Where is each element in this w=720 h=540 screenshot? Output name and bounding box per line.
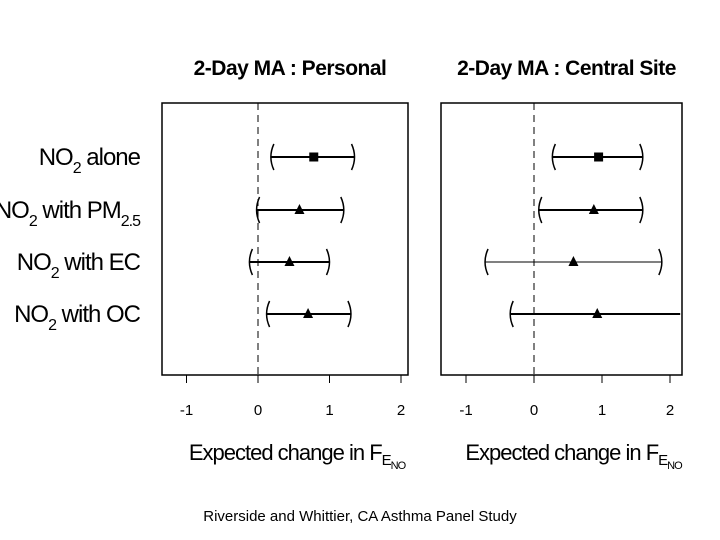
- row-label-main: NO: [39, 144, 73, 171]
- row-label-subscript: 2: [51, 265, 60, 282]
- x-tick-label: 1: [325, 402, 333, 419]
- estimate-triangle-marker: [568, 256, 579, 266]
- x-axis-title-subscript: E: [658, 452, 668, 469]
- x-tick-label: 2: [666, 402, 674, 419]
- x-axis-title-subscript: E: [382, 452, 392, 469]
- row-label-text: with OC: [56, 301, 141, 328]
- ci-lower-bracket: [509, 300, 514, 328]
- ci-upper-bracket: [658, 248, 663, 276]
- ci-upper-bracket: [350, 143, 356, 171]
- estimate-triangle-marker: [294, 204, 305, 214]
- figure-caption: Riverside and Whittier, CA Asthma Panel …: [203, 508, 517, 525]
- x-tick-label: 0: [254, 402, 262, 419]
- x-tick-label: 1: [598, 402, 606, 419]
- estimate-square-marker: [309, 152, 319, 162]
- x-axis-title-subsubscript: NO: [667, 460, 683, 472]
- estimate-triangle-marker: [284, 256, 295, 266]
- ci-lower-bracket: [484, 248, 489, 276]
- x-axis-title: Expected change in FENO: [189, 440, 407, 472]
- estimate-triangle-marker: [592, 308, 603, 318]
- x-tick-label: 0: [530, 402, 538, 419]
- ci-upper-bracket: [325, 248, 331, 276]
- panel-2: 2-Day MA : Central Site -1 0 1 2 Expected cha…: [440, 57, 684, 472]
- x-axis-title: Expected change in FENO: [465, 440, 683, 472]
- panel-1: 2-Day MA : Personal -1 0 1 2 Expected change …: [161, 57, 409, 472]
- ci-upper-bracket: [340, 196, 345, 224]
- row-label-main: NO: [0, 197, 29, 224]
- panel-frame: [440, 102, 683, 376]
- panel-frame: [161, 102, 409, 376]
- row-label-text: with PM: [37, 197, 121, 224]
- ci-upper-bracket: [639, 143, 644, 171]
- row-label-text: with EC: [59, 249, 141, 276]
- x-tick-label: 2: [397, 402, 405, 419]
- estimate-triangle-marker: [588, 204, 599, 214]
- x-axis-title-text: Expected change in F: [465, 440, 658, 465]
- estimate-triangle-marker: [303, 308, 314, 318]
- row-label-4: NO2 with OC: [14, 301, 141, 334]
- panel-title: 2-Day MA : Central Site: [457, 57, 676, 80]
- row-label-1: NO2 alone: [39, 144, 141, 177]
- row-label-main: NO: [17, 249, 51, 276]
- row-label-subscript-2: 2.5: [121, 213, 141, 230]
- x-tick-label: -1: [180, 402, 193, 419]
- ci-lower-bracket: [255, 196, 261, 224]
- ci-lower-bracket: [248, 248, 254, 276]
- ci-lower-bracket: [265, 300, 271, 328]
- row-label-subscript: 2: [48, 317, 57, 334]
- row-label-main: NO: [14, 301, 48, 328]
- ci-lower-bracket: [538, 196, 543, 224]
- ci-lower-bracket: [551, 143, 557, 171]
- ci-lower-bracket: [270, 143, 275, 171]
- x-axis-title-subsubscript: NO: [391, 460, 407, 472]
- ci-upper-bracket: [639, 196, 644, 224]
- panel-title: 2-Day MA : Personal: [194, 57, 387, 80]
- ci-upper-bracket: [347, 300, 352, 328]
- row-label-subscript: 2: [29, 213, 38, 230]
- x-tick-label: -1: [459, 402, 472, 419]
- row-label-3: NO2 with EC: [17, 249, 141, 282]
- x-axis-title-text: Expected change in F: [189, 440, 382, 465]
- estimate-square-marker: [594, 152, 604, 162]
- row-label-text: alone: [81, 144, 141, 171]
- row-label-2: NO2 with PM2.5: [0, 197, 141, 230]
- row-label-subscript: 2: [73, 160, 82, 177]
